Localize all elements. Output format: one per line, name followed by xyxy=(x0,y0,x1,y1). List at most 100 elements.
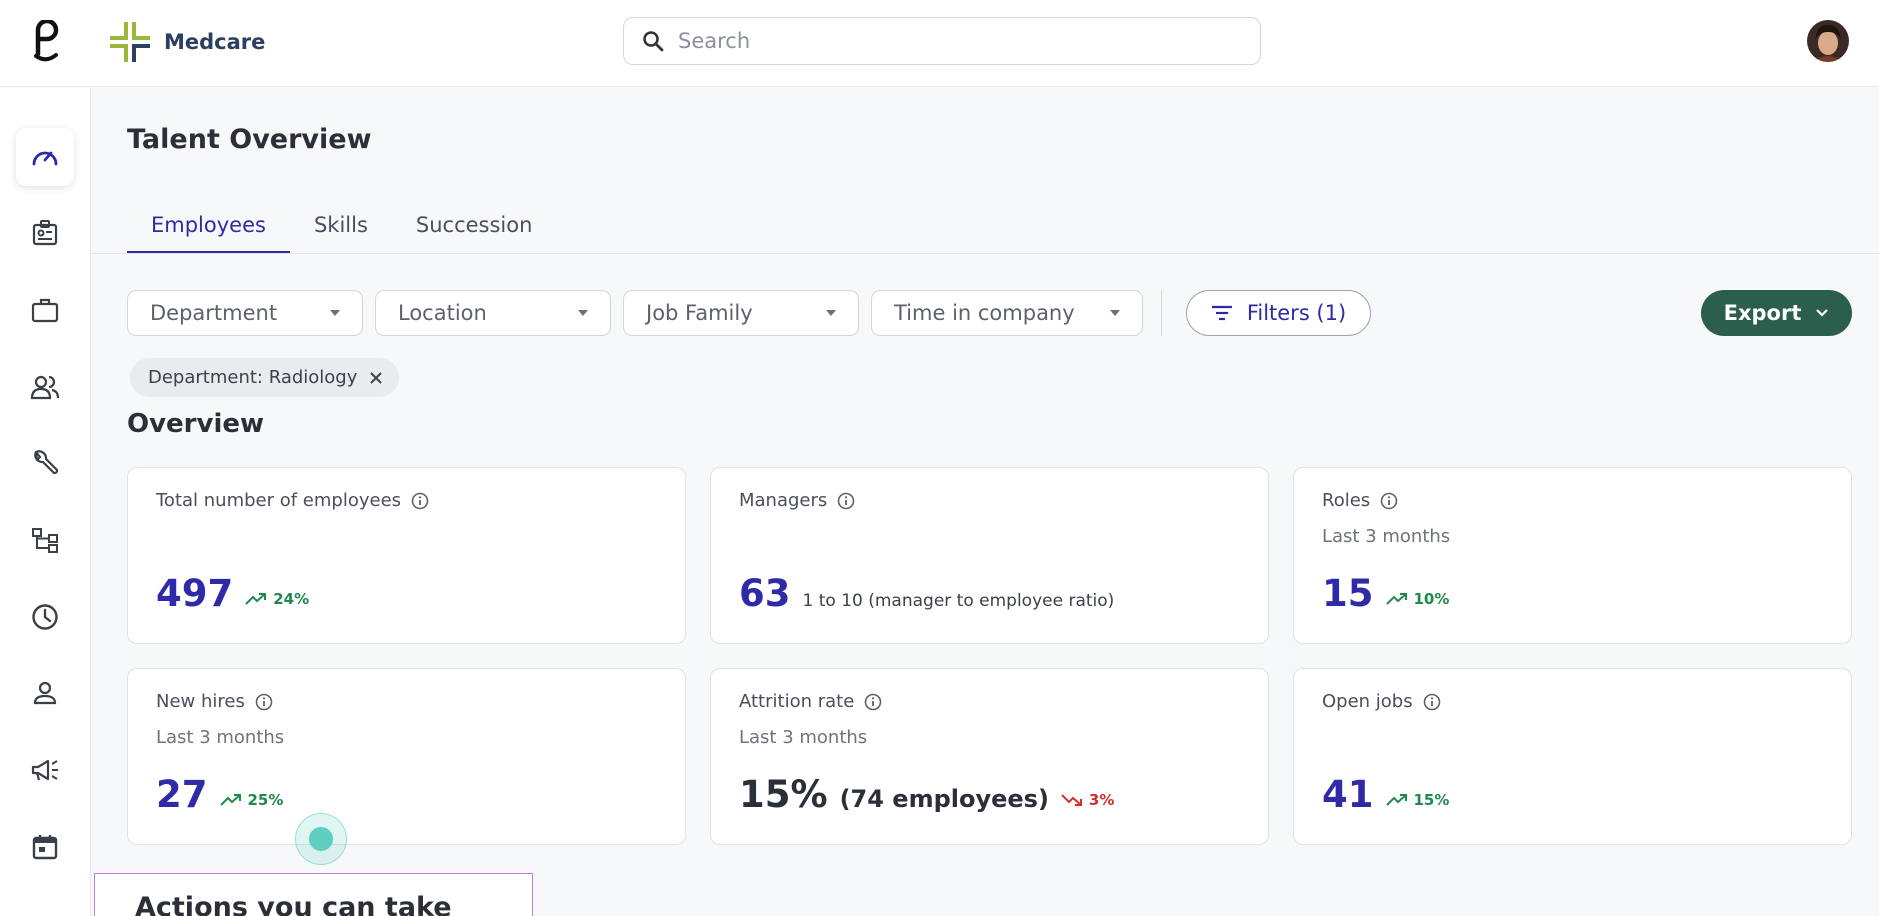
location-dropdown-label: Location xyxy=(398,301,487,325)
trend-up-icon xyxy=(245,593,267,605)
metric-value: 15% xyxy=(739,773,828,816)
job-family-dropdown-label: Job Family xyxy=(646,301,753,325)
actions-panel: Actions you can take xyxy=(94,873,533,916)
sidebar-item-calendar[interactable] xyxy=(16,818,74,876)
trend-badge: 15% xyxy=(1385,791,1450,809)
trend-up-icon xyxy=(219,794,241,806)
roles-card: Roles Last 3 months 15 10% xyxy=(1293,467,1852,644)
sidebar-item-announcements[interactable] xyxy=(16,741,74,799)
sidebar-item-org-chart[interactable] xyxy=(16,511,74,569)
sidebar-item-people[interactable] xyxy=(16,358,74,416)
open-jobs-card: Open jobs 41 15% xyxy=(1293,668,1852,845)
attrition-rate-card: Attrition rate Last 3 months 15% (74 emp… xyxy=(710,668,1269,845)
export-button-label: Export xyxy=(1723,301,1802,325)
location-dropdown[interactable]: Location xyxy=(375,290,611,336)
card-label: Roles xyxy=(1322,490,1371,511)
metric-value: 63 xyxy=(739,572,791,615)
wrench-icon xyxy=(34,450,59,475)
card-period: Last 3 months xyxy=(1322,526,1451,547)
sidebar-item-dashboard[interactable] xyxy=(16,128,74,186)
filters-button-label: Filters (1) xyxy=(1246,301,1347,325)
clock-icon xyxy=(32,604,58,630)
card-label: New hires xyxy=(156,691,245,712)
id-badge-icon xyxy=(32,220,58,246)
info-icon[interactable] xyxy=(255,693,273,711)
time-in-company-dropdown[interactable]: Time in company xyxy=(871,290,1143,336)
tab-employees[interactable]: Employees xyxy=(127,205,290,254)
user-avatar[interactable] xyxy=(1807,20,1849,62)
tab-succession[interactable]: Succession xyxy=(415,213,533,237)
trend-badge: 24% xyxy=(245,590,309,608)
trend-value: 3% xyxy=(1088,791,1115,809)
sidebar xyxy=(0,88,91,916)
info-icon[interactable] xyxy=(1380,492,1398,510)
metric-value: 497 xyxy=(156,572,234,615)
close-icon[interactable] xyxy=(369,371,383,385)
info-icon[interactable] xyxy=(864,693,882,711)
trend-badge: 3% xyxy=(1061,791,1114,809)
info-icon[interactable] xyxy=(411,492,429,510)
brand-name: Medcare xyxy=(164,30,266,54)
department-dropdown-label: Department xyxy=(150,301,278,325)
actions-heading: Actions you can take xyxy=(135,892,452,916)
sidebar-item-id-card[interactable] xyxy=(16,204,74,262)
sidebar-item-jobs[interactable] xyxy=(16,281,74,339)
search-box[interactable] xyxy=(623,17,1261,65)
page-title: Talent Overview xyxy=(127,124,372,155)
card-label: Attrition rate xyxy=(739,691,855,712)
megaphone-icon xyxy=(31,759,58,781)
cursor-highlight-ring xyxy=(295,813,347,865)
manager-ratio-note: 1 to 10 (manager to employee ratio) xyxy=(802,591,1115,611)
tabs-divider xyxy=(91,253,1879,254)
tab-bar: Employees Skills Succession xyxy=(127,205,556,254)
filter-lines-icon xyxy=(1211,305,1232,321)
job-family-dropdown[interactable]: Job Family xyxy=(623,290,859,336)
trend-value: 10% xyxy=(1413,590,1450,608)
overview-heading: Overview xyxy=(127,409,265,439)
dashboard-gauge-icon xyxy=(32,151,58,166)
active-filter-chip: Department: Radiology xyxy=(130,358,400,397)
attrition-count: (74 employees) xyxy=(839,785,1049,813)
total-employees-card: Total number of employees 497 24% xyxy=(127,467,686,644)
trend-value: 15% xyxy=(1413,791,1450,809)
active-filter-chip-label: Department: Radiology xyxy=(148,367,358,388)
briefcase-icon xyxy=(31,298,59,323)
info-icon[interactable] xyxy=(1423,693,1441,711)
cursor-dot xyxy=(309,827,333,851)
caret-down-icon xyxy=(330,310,340,316)
app-logo-icon[interactable] xyxy=(28,20,64,64)
sidebar-item-profile[interactable] xyxy=(16,664,74,722)
card-label: Total number of employees xyxy=(156,490,402,511)
caret-down-icon xyxy=(826,310,836,316)
trend-up-icon xyxy=(1385,794,1407,806)
sidebar-item-skills[interactable] xyxy=(16,434,74,492)
department-dropdown[interactable]: Department xyxy=(127,290,363,336)
brand[interactable]: Medcare xyxy=(108,20,265,64)
trend-value: 24% xyxy=(273,590,310,608)
sidebar-item-history[interactable] xyxy=(16,588,74,646)
new-hires-card: New hires Last 3 months 27 25% xyxy=(127,668,686,845)
people-icon xyxy=(30,375,60,400)
card-label: Managers xyxy=(739,490,828,511)
trend-up-icon xyxy=(1385,593,1407,605)
metric-value: 27 xyxy=(156,773,208,816)
tab-skills[interactable]: Skills xyxy=(313,213,368,237)
caret-down-icon xyxy=(1110,310,1120,316)
card-label: Open jobs xyxy=(1322,691,1413,712)
time-in-company-dropdown-label: Time in company xyxy=(894,301,1075,325)
medcare-logo-icon xyxy=(110,22,150,62)
managers-card: Managers 63 1 to 10 (manager to employee… xyxy=(710,467,1269,644)
export-button[interactable]: Export xyxy=(1701,290,1852,336)
card-period: Last 3 months xyxy=(739,727,868,748)
search-input[interactable] xyxy=(678,29,1198,53)
org-chart-icon xyxy=(32,528,58,553)
trend-value: 25% xyxy=(247,791,284,809)
calendar-icon xyxy=(32,835,58,860)
filter-divider xyxy=(1161,290,1162,336)
search-icon xyxy=(643,31,664,52)
info-icon[interactable] xyxy=(837,492,855,510)
person-icon xyxy=(33,681,57,705)
filters-button[interactable]: Filters (1) xyxy=(1186,290,1371,336)
card-period: Last 3 months xyxy=(156,727,285,748)
chevron-down-icon xyxy=(1816,309,1829,317)
